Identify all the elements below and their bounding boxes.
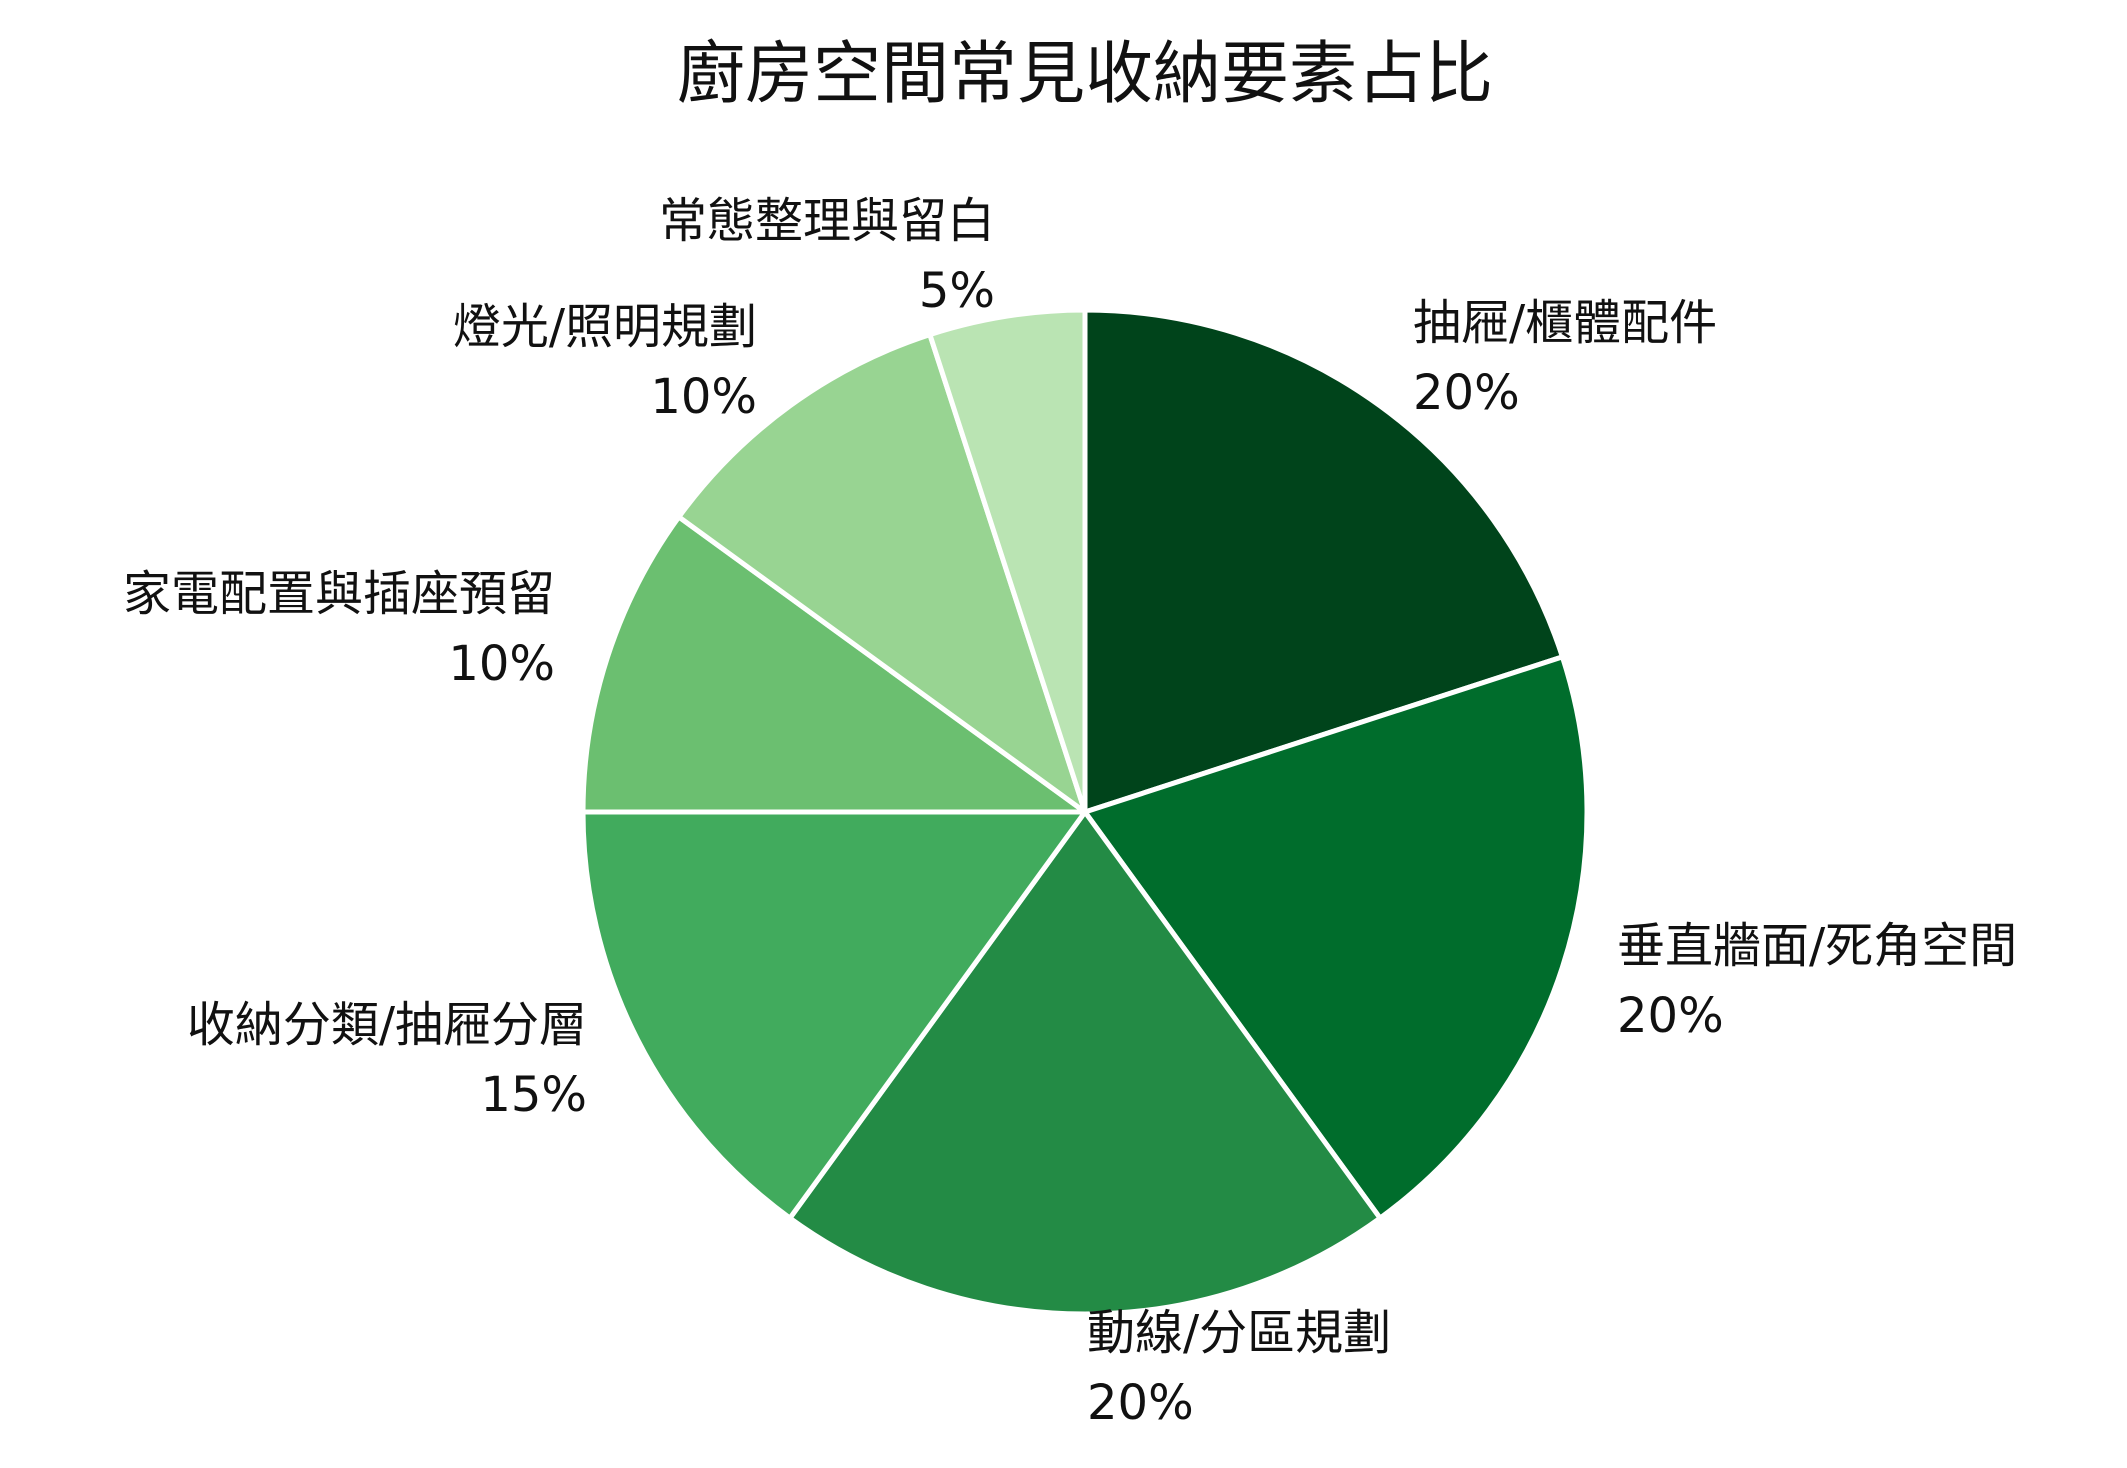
slice-label: 抽屜/櫃體配件 (1413, 295, 1717, 351)
pie-slice (1082, 654, 1590, 1221)
slice-value-label: 15% (480, 1067, 587, 1123)
pie-slice (580, 514, 1088, 815)
pie-slices (580, 307, 1590, 1317)
pie-slice (676, 332, 1088, 815)
slice-label: 動線/分區規劃 (1087, 1305, 1391, 1361)
slice-value-label: 10% (448, 636, 555, 692)
pie-labels: 抽屜/櫃體配件 20% 垂直牆面/死角空間 20% 動線/分區規劃 20% 收納分類/抽屜分… (123, 193, 2017, 1431)
slice-value-label: 5% (919, 263, 995, 319)
slice-label: 收納分類/抽屜分層 (187, 997, 587, 1053)
slice-label: 家電配置與插座預留 (123, 566, 555, 622)
slice-value-label: 20% (1617, 988, 1724, 1044)
pie-slice (927, 307, 1088, 815)
slice-label: 垂直牆面/死角空間 (1617, 918, 2017, 974)
pie-slice (787, 809, 1383, 1317)
slice-value-label: 20% (1413, 365, 1520, 421)
slice-value-label: 10% (650, 369, 757, 425)
pie-slice (1082, 307, 1565, 815)
chart-title: 廚房空間常見收納要素占比 (677, 35, 1493, 114)
pie-slice (580, 809, 1088, 1221)
slice-label: 常態整理與留白 (659, 193, 995, 249)
slice-value-label: 20% (1087, 1375, 1194, 1431)
slice-label: 燈光/照明規劃 (453, 299, 757, 355)
